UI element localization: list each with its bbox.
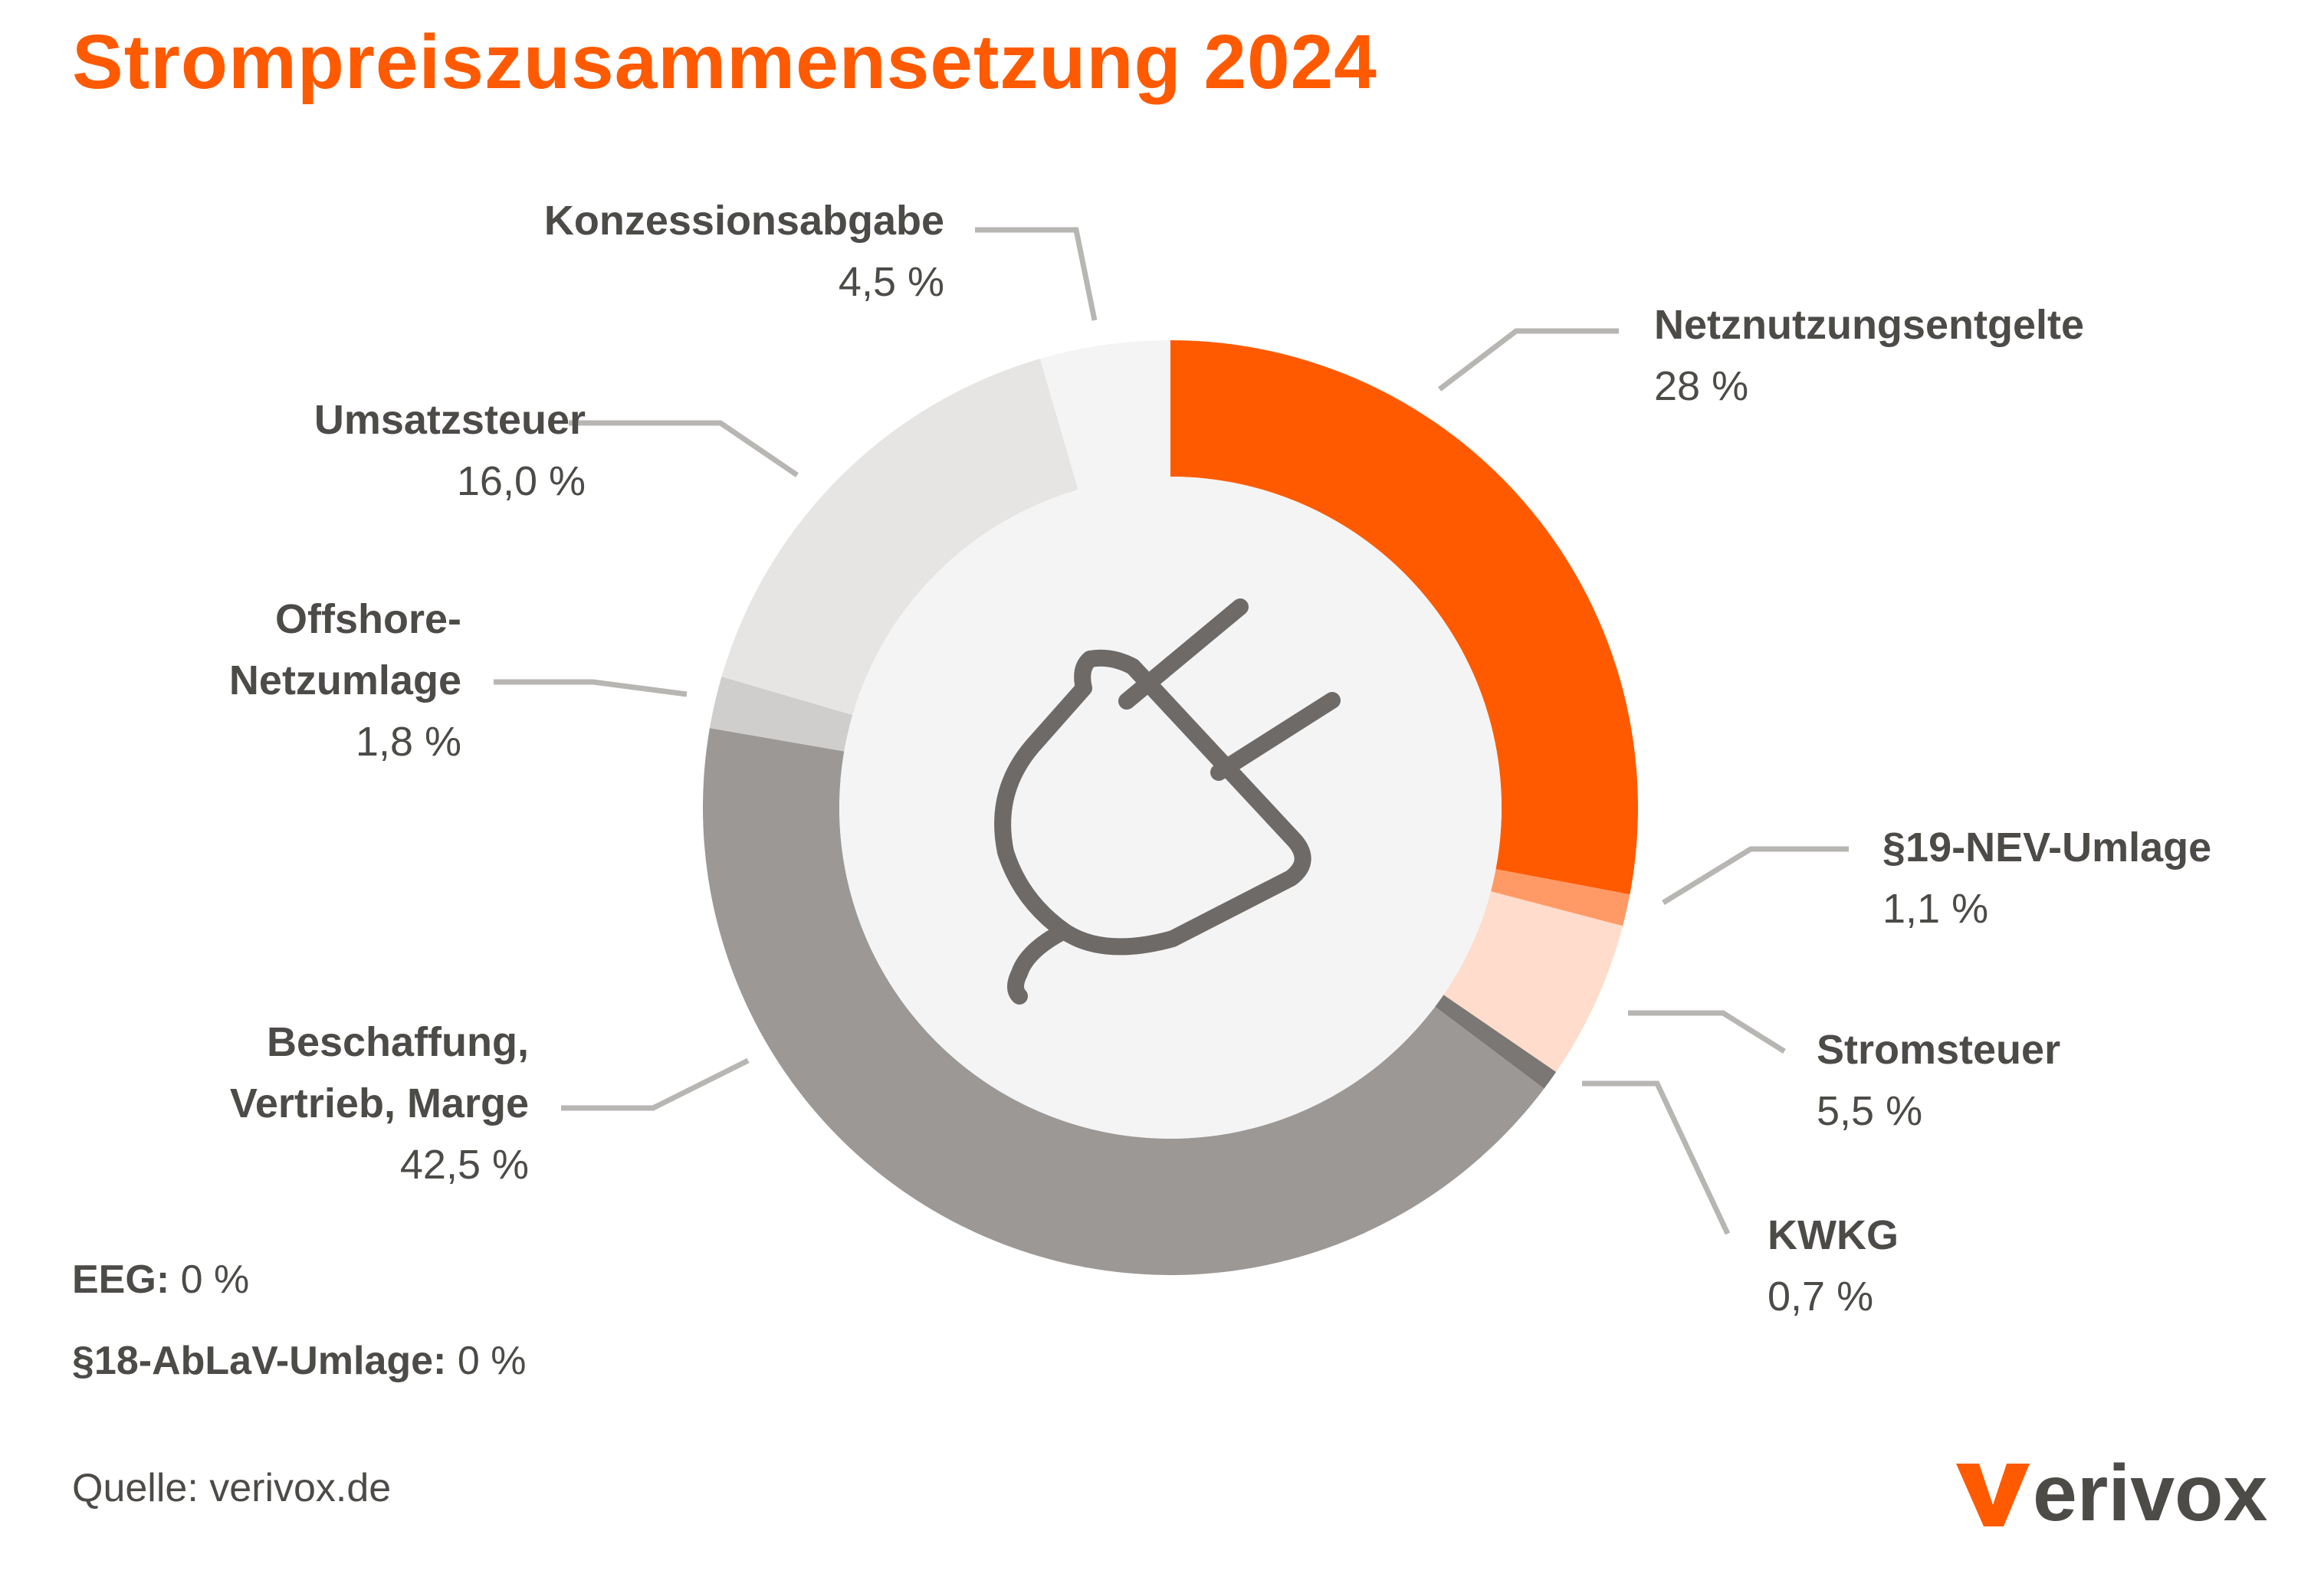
note-eeg: EEG: 0 % — [72, 1257, 249, 1303]
label-umsatzsteuer: Umsatzsteuer 16,0 % — [314, 389, 586, 512]
label-name: KWKG — [1768, 1212, 1899, 1258]
label-netznutzungsentgelte: Netznutzungsentgelte 28 % — [1654, 294, 2084, 417]
plug-icon — [994, 598, 1341, 1005]
label-value: 28 % — [1654, 363, 1749, 409]
leader-line-kwkg — [1582, 1080, 1731, 1235]
label-konzessionsabgabe: Konzessionsabgabe 4,5 % — [544, 190, 944, 313]
note-eeg-name: EEG: — [72, 1257, 170, 1302]
note-eeg-value: 0 % — [180, 1257, 250, 1302]
verivox-logo-mark — [1956, 1464, 2030, 1526]
label-value: 0,7 % — [1768, 1274, 1874, 1320]
label-name: Konzessionsabgabe — [543, 198, 944, 244]
donut-segment-0 — [1170, 340, 1638, 895]
leader-line-nev — [1662, 846, 1849, 905]
label-value: 1,1 % — [1883, 886, 1989, 932]
donut-segments — [702, 340, 1638, 1275]
label-name: Stromsteuer — [1817, 1027, 2061, 1073]
leader-line-offshore — [494, 679, 688, 697]
label-kwkg: KWKG 0,7 % — [1768, 1205, 1899, 1327]
leader-line-ust — [569, 420, 799, 477]
note-ablav: §18-AbLaV-Umlage: 0 % — [72, 1338, 526, 1384]
label-value: 16,0 % — [456, 458, 586, 504]
label-nev-umlage: §19-NEV-Umlage 1,1 % — [1883, 817, 2211, 939]
label-stromsteuer: Stromsteuer 5,5 % — [1817, 1019, 2060, 1142]
chart-title: Strompreiszusammensetzung 2024 — [72, 19, 1377, 105]
label-name: Umsatzsteuer — [313, 397, 586, 443]
leader-line-besch — [561, 1057, 750, 1111]
label-name: Netznutzungsentgelte — [1654, 302, 2084, 348]
leader-line-konz — [975, 227, 1098, 321]
leader-lines — [494, 227, 1849, 1235]
svg-text:erivox: erivox — [2033, 1449, 2268, 1533]
note-ablav-value: 0 % — [457, 1339, 527, 1383]
donut-segment-7 — [1039, 340, 1170, 490]
label-name-line1: Beschaffung, — [266, 1019, 529, 1065]
verivox-logo: erivox — [1956, 1449, 2268, 1533]
donut-segment-2 — [1443, 891, 1623, 1072]
donut-segment-6 — [721, 359, 1078, 715]
donut-segment-4 — [702, 728, 1544, 1275]
label-name-line1: Offshore- — [275, 596, 461, 642]
source-note: Quelle: verivox.de — [72, 1466, 392, 1510]
label-value: 1,8 % — [355, 719, 461, 765]
donut-segment-5 — [709, 677, 853, 752]
label-name-line2: Netzumlage — [228, 657, 461, 703]
label-value: 4,5 % — [838, 259, 944, 305]
donut-segment-1 — [1490, 869, 1630, 926]
label-beschaffung: Beschaffung, Vertrieb, Marge 42,5 % — [230, 1011, 529, 1195]
leader-line-strom — [1628, 1010, 1786, 1054]
label-name-line2: Vertrieb, Marge — [229, 1080, 529, 1126]
donut-segment-3 — [1435, 995, 1557, 1089]
label-value: 5,5 % — [1817, 1088, 1923, 1134]
leader-line-netz — [1437, 328, 1619, 392]
label-offshore-netzumlage: Offshore- Netzumlage 1,8 % — [229, 589, 461, 772]
label-name: §19-NEV-Umlage — [1883, 825, 2212, 870]
note-ablav-name: §18-AbLaV-Umlage: — [72, 1339, 447, 1383]
donut-center — [839, 477, 1502, 1139]
label-value: 42,5 % — [399, 1142, 529, 1188]
